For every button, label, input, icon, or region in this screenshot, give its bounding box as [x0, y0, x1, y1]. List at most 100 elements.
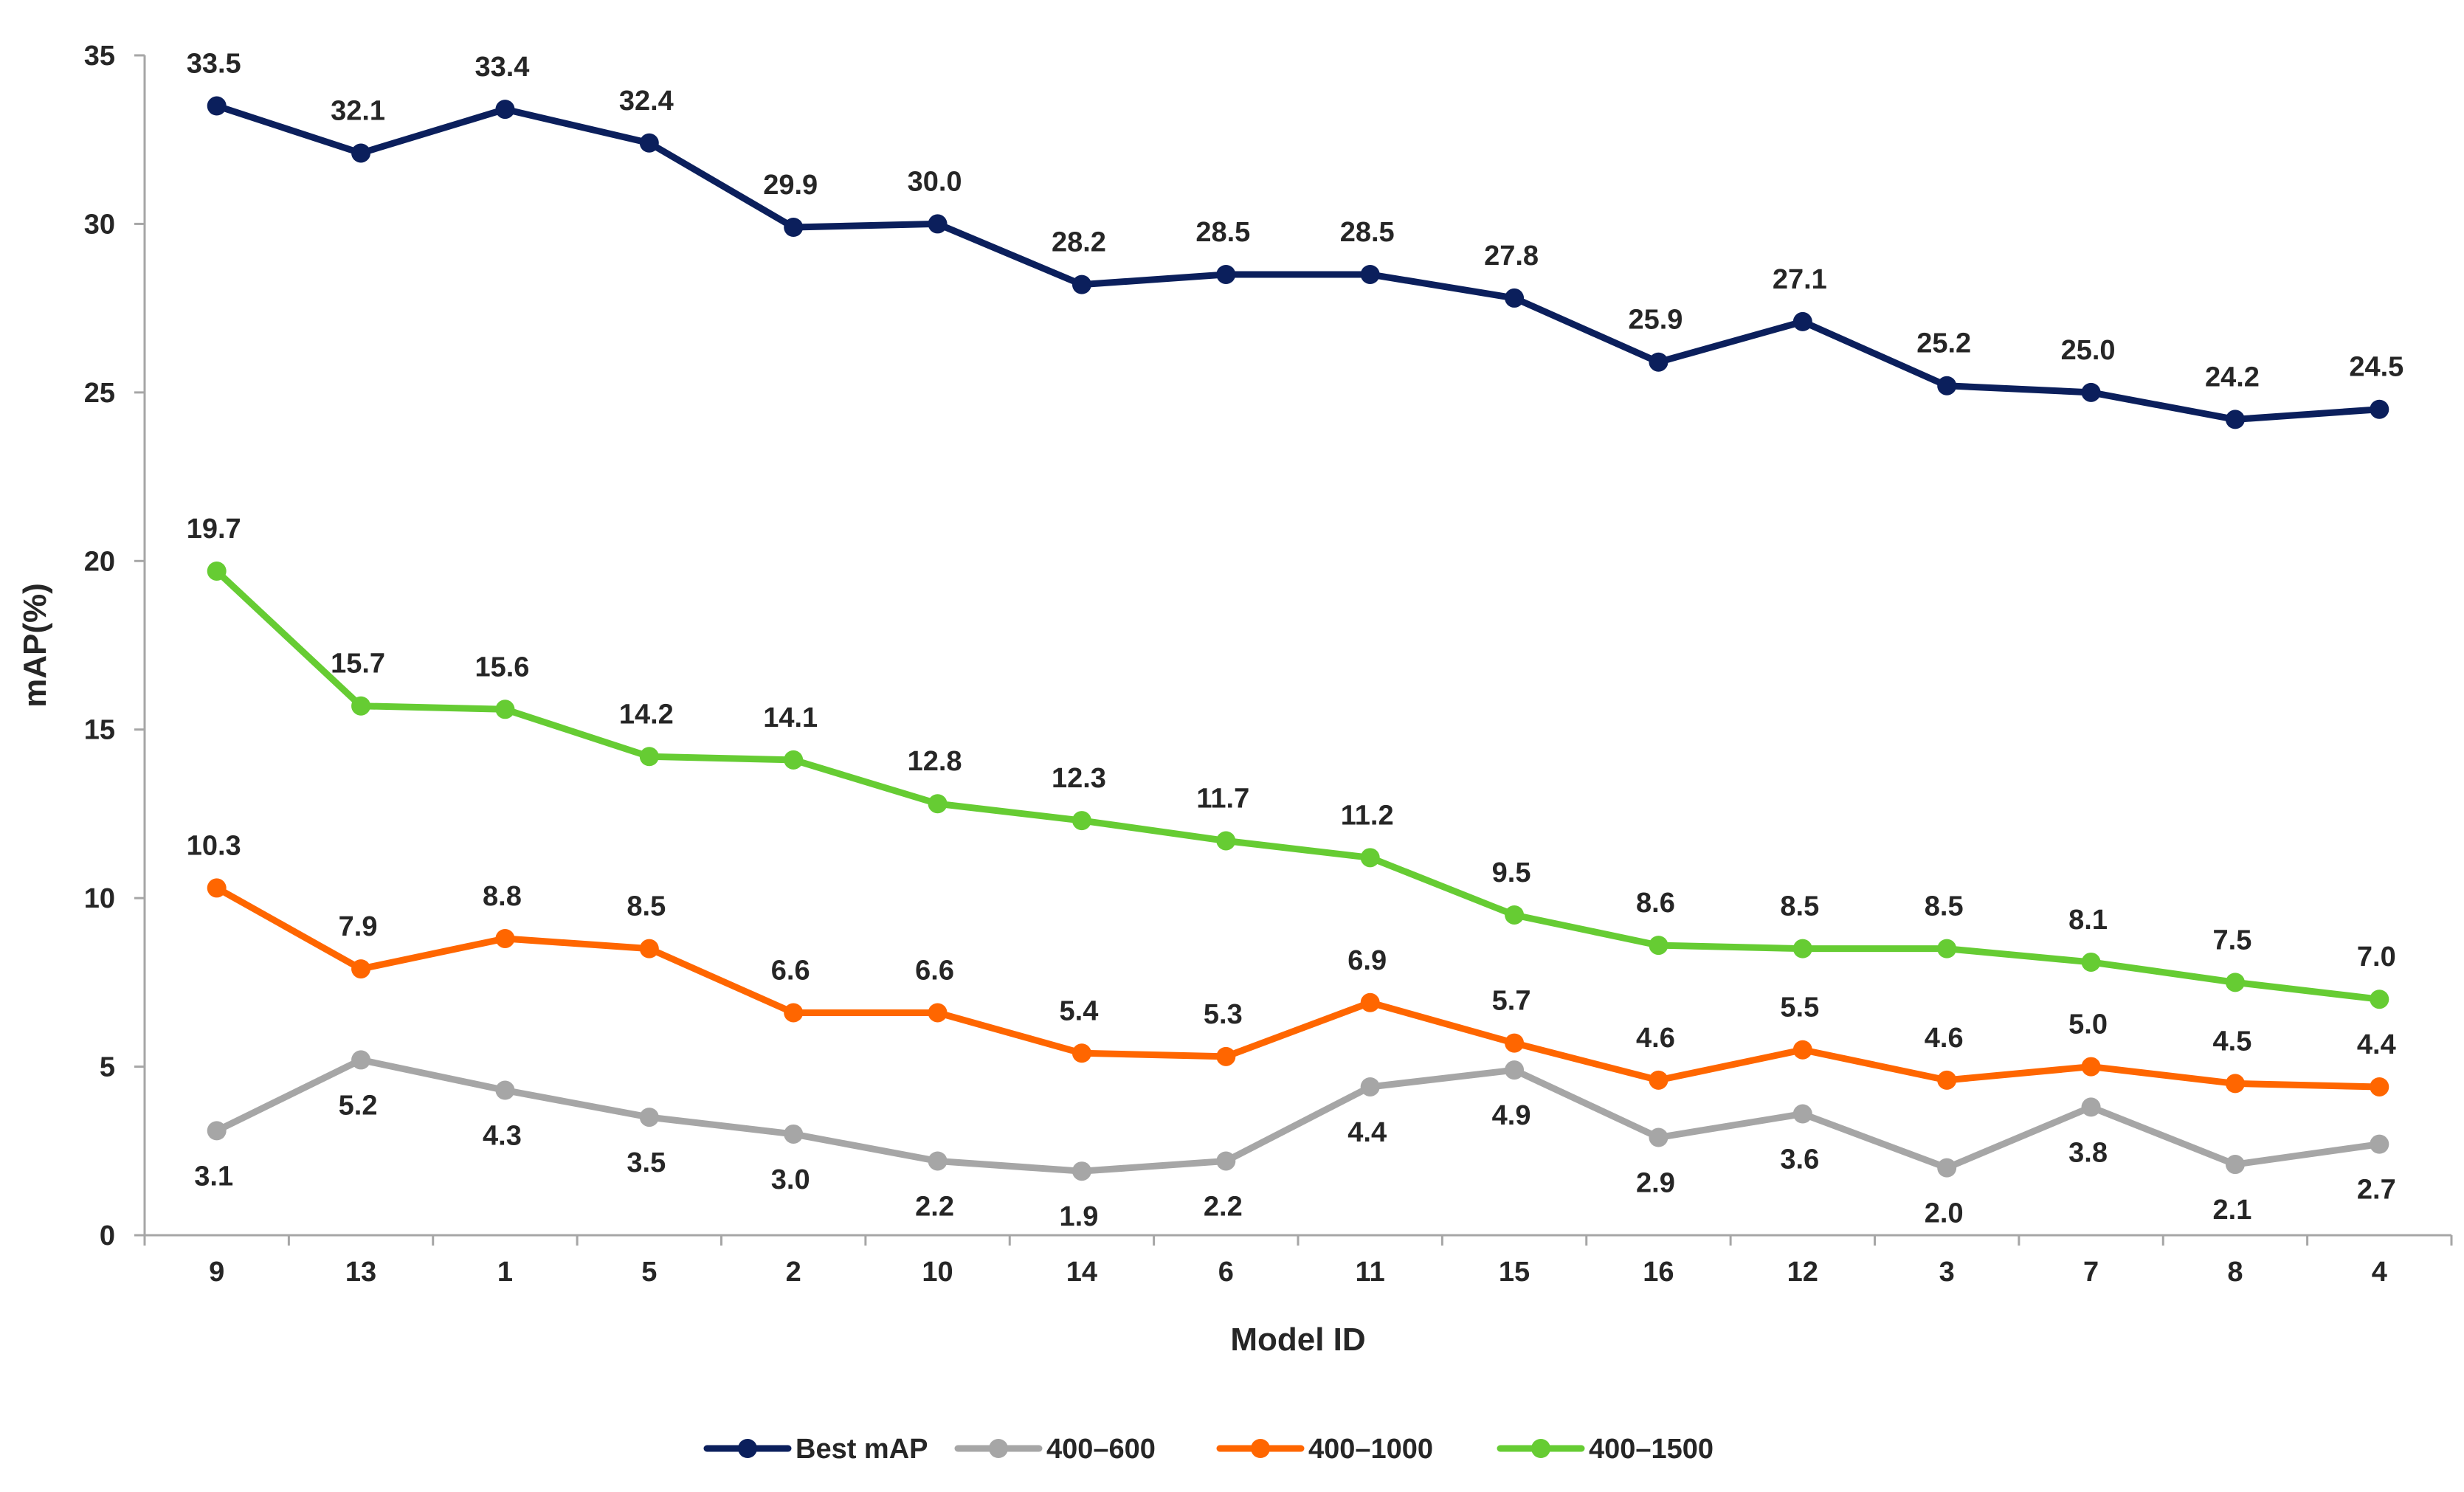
data-point	[2081, 952, 2101, 972]
data-point	[2370, 1077, 2389, 1096]
data-label: 4.6	[1925, 1023, 1964, 1054]
data-point	[1937, 939, 1957, 959]
data-point	[1792, 939, 1812, 959]
data-label: 6.6	[915, 955, 954, 986]
data-label: 29.9	[763, 170, 818, 201]
data-point	[1505, 288, 1525, 308]
data-point	[1937, 1158, 1957, 1178]
data-label: 2.9	[1636, 1168, 1675, 1199]
y-tick-label: 25	[84, 378, 115, 409]
data-point	[2081, 382, 2101, 402]
data-label: 24.2	[2205, 362, 2260, 393]
x-tick-label: 12	[1787, 1257, 1818, 1288]
data-point	[351, 959, 371, 979]
data-label: 7.9	[339, 911, 378, 942]
data-point	[2370, 990, 2389, 1009]
x-tick-label: 5	[641, 1257, 657, 1288]
data-label: 33.5	[187, 49, 241, 80]
data-point	[1216, 831, 1236, 851]
data-labels: 33.5 32.1 33.4 32.4 29.9 30.0 28.2 28.5 28.5 27.8…	[187, 49, 2404, 1233]
data-point	[351, 696, 371, 716]
data-label: 4.4	[1347, 1117, 1387, 1148]
data-label: 5.4	[1060, 995, 1099, 1026]
data-point	[2225, 1074, 2245, 1094]
series-line	[213, 1056, 2383, 1175]
data-point	[495, 100, 515, 120]
data-point	[207, 96, 227, 116]
data-label: 15.6	[474, 652, 529, 683]
data-point	[928, 794, 948, 814]
data-point	[639, 747, 659, 767]
data-point	[1792, 311, 1812, 331]
data-point	[1071, 811, 1091, 831]
data-label: 25.0	[2061, 335, 2116, 366]
data-label: 8.5	[1780, 891, 1819, 922]
data-label: 27.8	[1484, 241, 1539, 272]
data-label: 3.6	[1780, 1144, 1819, 1175]
data-point	[1505, 1033, 1525, 1053]
x-tick-label: 3	[1939, 1257, 1955, 1288]
data-point	[495, 928, 515, 948]
data-label: 4.4	[2357, 1029, 2396, 1060]
data-point	[2370, 399, 2389, 419]
data-label: 3.5	[627, 1147, 666, 1178]
data-label: 4.5	[2213, 1026, 2252, 1057]
data-label: 2.2	[1204, 1191, 1243, 1222]
data-label: 25.9	[1628, 305, 1683, 336]
data-point	[784, 750, 804, 770]
x-tick-label: 9	[209, 1257, 224, 1288]
legend-swatch-marker	[738, 1439, 757, 1458]
data-label: 2.7	[2357, 1175, 2396, 1206]
data-label: 28.2	[1052, 227, 1106, 258]
data-label: 3.0	[771, 1164, 810, 1195]
data-point	[1505, 905, 1525, 925]
data-label: 25.2	[1916, 328, 1971, 359]
data-label: 30.0	[908, 166, 962, 197]
legend-item: Best mAP	[703, 1434, 928, 1465]
data-label: 14.2	[619, 699, 674, 730]
data-label: 7.0	[2357, 942, 2396, 973]
y-tick-label: 20	[84, 546, 115, 577]
data-point	[1505, 1060, 1525, 1080]
x-tick-label: 8	[2227, 1257, 2243, 1288]
data-label: 5.3	[1204, 999, 1243, 1030]
data-point	[1649, 1070, 1668, 1090]
data-label: 4.6	[1636, 1023, 1675, 1054]
data-label: 32.1	[331, 95, 385, 126]
data-point	[351, 143, 371, 163]
data-label: 14.1	[763, 702, 818, 733]
data-point	[1360, 848, 1380, 868]
data-label: 28.5	[1195, 217, 1250, 248]
data-point	[2225, 973, 2245, 992]
data-point	[2081, 1057, 2101, 1077]
series-line	[213, 884, 2383, 1091]
axes	[143, 55, 2451, 1237]
data-label: 8.6	[1636, 888, 1675, 919]
legend: Best mAP 400–600 400–1000 400–1500	[703, 1434, 1714, 1465]
data-label: 2.0	[1925, 1198, 1964, 1229]
x-tick-label: 7	[2083, 1257, 2099, 1288]
data-point	[928, 214, 948, 234]
x-tick-label: 11	[1356, 1257, 1385, 1288]
data-label: 5.5	[1780, 992, 1819, 1023]
legend-swatch-marker	[1531, 1439, 1550, 1458]
data-label: 4.9	[1492, 1100, 1531, 1131]
series-0	[207, 96, 2389, 429]
data-label: 12.8	[908, 746, 962, 777]
data-label: 32.4	[619, 86, 674, 117]
data-point	[928, 1151, 948, 1171]
data-label: 8.5	[1925, 891, 1964, 922]
data-label: 5.7	[1492, 986, 1531, 1017]
data-point	[639, 133, 659, 153]
data-point	[1649, 1127, 1668, 1147]
x-tick-label: 14	[1066, 1257, 1097, 1288]
data-point	[1360, 264, 1380, 284]
series-line	[213, 103, 2383, 423]
data-label: 12.3	[1052, 763, 1106, 794]
data-point	[2370, 1134, 2389, 1154]
x-axis-title: Model ID	[1230, 1322, 1365, 1358]
data-point	[495, 700, 515, 719]
data-point	[784, 1124, 804, 1144]
data-label: 6.9	[1347, 945, 1387, 976]
data-point	[1216, 1151, 1236, 1171]
